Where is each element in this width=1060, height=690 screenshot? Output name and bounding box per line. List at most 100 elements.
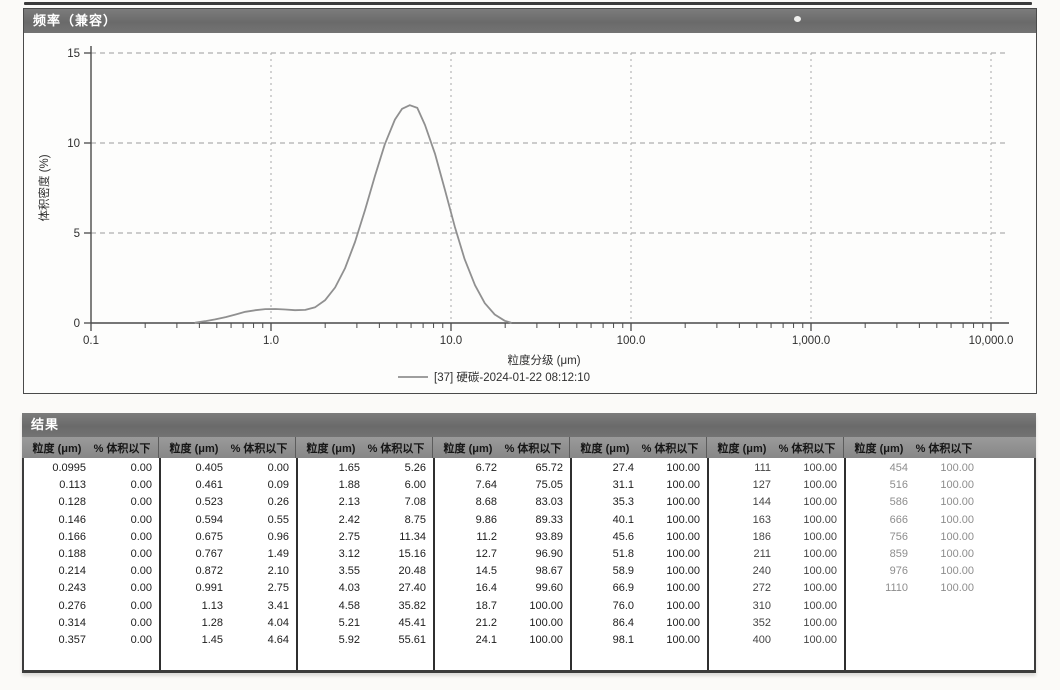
table-row: 86.4 100.00: [572, 615, 707, 632]
pct-cell: 100.00: [666, 479, 700, 492]
header-column-group: 粒度 (μm) % 体积以下: [570, 437, 707, 458]
header-column-group: 粒度 (μm) % 体积以下: [433, 437, 570, 458]
size-cell: 0.461: [195, 479, 223, 492]
size-cell: 9.86: [475, 513, 497, 526]
table-row: 5.21 45.41: [298, 615, 433, 632]
size-cell: 40.1: [612, 513, 634, 526]
table-row: 2.13 7.08: [298, 494, 433, 511]
table-row: 1.65 5.26: [298, 460, 433, 477]
table-row: 2.42 8.75: [298, 512, 433, 529]
table-row: 666 100.00: [846, 512, 1034, 529]
size-cell: 18.7: [475, 599, 497, 612]
table-row: 98.1 100.00: [572, 632, 707, 649]
pct-cell: 100.00: [666, 513, 700, 526]
pct-cell: 0.26: [267, 496, 289, 509]
pct-cell: 100.00: [803, 565, 837, 578]
y-axis-title: 体积密度 (%): [37, 154, 51, 221]
table-row: 127 100.00: [709, 477, 844, 494]
pct-cell: 100.00: [803, 547, 837, 560]
size-cell: 756: [889, 530, 908, 543]
x-tick-label: 100.0: [617, 335, 646, 347]
pct-cell: 100.00: [940, 462, 974, 474]
size-cell: 163: [752, 513, 771, 526]
pct-cell: 100.00: [666, 565, 700, 578]
results-titlebar: 结果: [22, 413, 1036, 437]
pct-cell: 100.00: [529, 599, 563, 612]
x-tick-label: 1.0: [263, 335, 279, 347]
pct-cell: 100.00: [803, 599, 837, 612]
table-row: 27.4 100.00: [572, 460, 707, 477]
table-row: 0.594 0.55: [161, 512, 296, 529]
size-cell: 11.2: [476, 530, 497, 543]
pct-cell: 100.00: [666, 462, 700, 474]
pct-cell: 100.00: [666, 599, 700, 612]
size-cell: 352: [752, 616, 771, 629]
x-tick-label: 0.1: [83, 335, 99, 347]
pct-cell: 4.04: [267, 616, 289, 629]
pct-cell: 0.00: [130, 513, 152, 526]
pct-cell: 0.00: [130, 633, 152, 646]
col-header-size: 粒度 (μm): [717, 442, 767, 455]
frequency-chart-panel: 频率（兼容） 0.1 1.0 10.0 100.0 1,000.0 10,000.0 0 5 1…: [23, 8, 1037, 394]
table-row: 400 100.00: [709, 632, 844, 649]
size-cell: 0.188: [58, 547, 86, 560]
pct-cell: 100.00: [666, 582, 700, 595]
size-cell: 3.55: [338, 565, 360, 578]
pct-cell: 0.00: [130, 530, 152, 543]
table-row: 111 100.00: [709, 460, 844, 477]
pct-cell: 100.00: [803, 513, 837, 526]
pct-cell: 5.26: [404, 462, 426, 474]
table-row: 756 100.00: [846, 529, 1034, 546]
results-column-group: 27.4 100.00 31.1 100.00 35.3 100.00 40.1 100.00…: [572, 458, 709, 670]
results-column-group: 0.0995 0.00 0.113 0.00 0.128 0.00 0.146 0.00 0.1…: [24, 458, 161, 670]
table-row: 3.55 20.48: [298, 563, 433, 580]
table-row: 859 100.00: [846, 546, 1034, 563]
pct-cell: 100.00: [529, 616, 563, 629]
pct-cell: 96.90: [535, 547, 563, 560]
size-cell: 1.88: [338, 479, 360, 492]
pct-cell: 0.96: [267, 530, 289, 543]
header-column-group: 粒度 (μm) % 体积以下: [159, 437, 296, 458]
size-cell: 5.92: [338, 633, 360, 646]
table-row: 8.68 83.03: [435, 494, 570, 511]
table-row: 0.276 0.00: [24, 598, 159, 615]
pct-cell: 35.82: [398, 599, 426, 612]
pct-cell: 83.03: [535, 496, 563, 509]
pct-cell: 0.00: [130, 479, 152, 492]
size-cell: 7.64: [475, 479, 497, 492]
pct-cell: 100.00: [803, 496, 837, 509]
header-column-group: 粒度 (μm) % 体积以下: [707, 437, 844, 458]
col-header-pct: % 体积以下: [230, 442, 288, 455]
table-row: 0.113 0.00: [24, 477, 159, 494]
pct-cell: 100.00: [940, 582, 974, 595]
x-tick-label: 10.0: [440, 335, 462, 347]
table-row: 14.5 98.67: [435, 563, 570, 580]
table-row: 40.1 100.00: [572, 512, 707, 529]
table-row: 0.767 1.49: [161, 546, 296, 563]
pct-cell: 0.00: [267, 462, 289, 474]
y-tick-label: 0: [74, 318, 80, 330]
size-cell: 976: [889, 565, 908, 578]
table-row: 0.188 0.00: [24, 546, 159, 563]
table-row: 310 100.00: [709, 598, 844, 615]
size-cell: 127: [752, 479, 771, 492]
size-cell: 0.166: [58, 530, 86, 543]
table-row: 1.28 4.04: [161, 615, 296, 632]
y-tick-label: 5: [74, 228, 80, 240]
pct-cell: 100.00: [666, 496, 700, 509]
pct-cell: 100.00: [803, 633, 837, 646]
results-body: 0.0995 0.00 0.113 0.00 0.128 0.00 0.146 0.00 0.1…: [22, 458, 1036, 673]
table-row: 186 100.00: [709, 529, 844, 546]
size-cell: 1.28: [201, 616, 223, 629]
table-row: 454 100.00: [846, 460, 1034, 477]
table-row: 24.1 100.00: [435, 632, 570, 649]
table-row: 45.6 100.00: [572, 529, 707, 546]
scan-border-top: [24, 2, 1032, 5]
y-tick-label: 10: [67, 138, 80, 150]
size-cell: 0.405: [195, 462, 223, 474]
size-cell: 859: [889, 547, 908, 560]
size-cell: 0.113: [59, 479, 86, 492]
pct-cell: 11.34: [399, 530, 426, 543]
col-header-size: 粒度 (μm): [580, 442, 630, 455]
table-row: 76.0 100.00: [572, 598, 707, 615]
